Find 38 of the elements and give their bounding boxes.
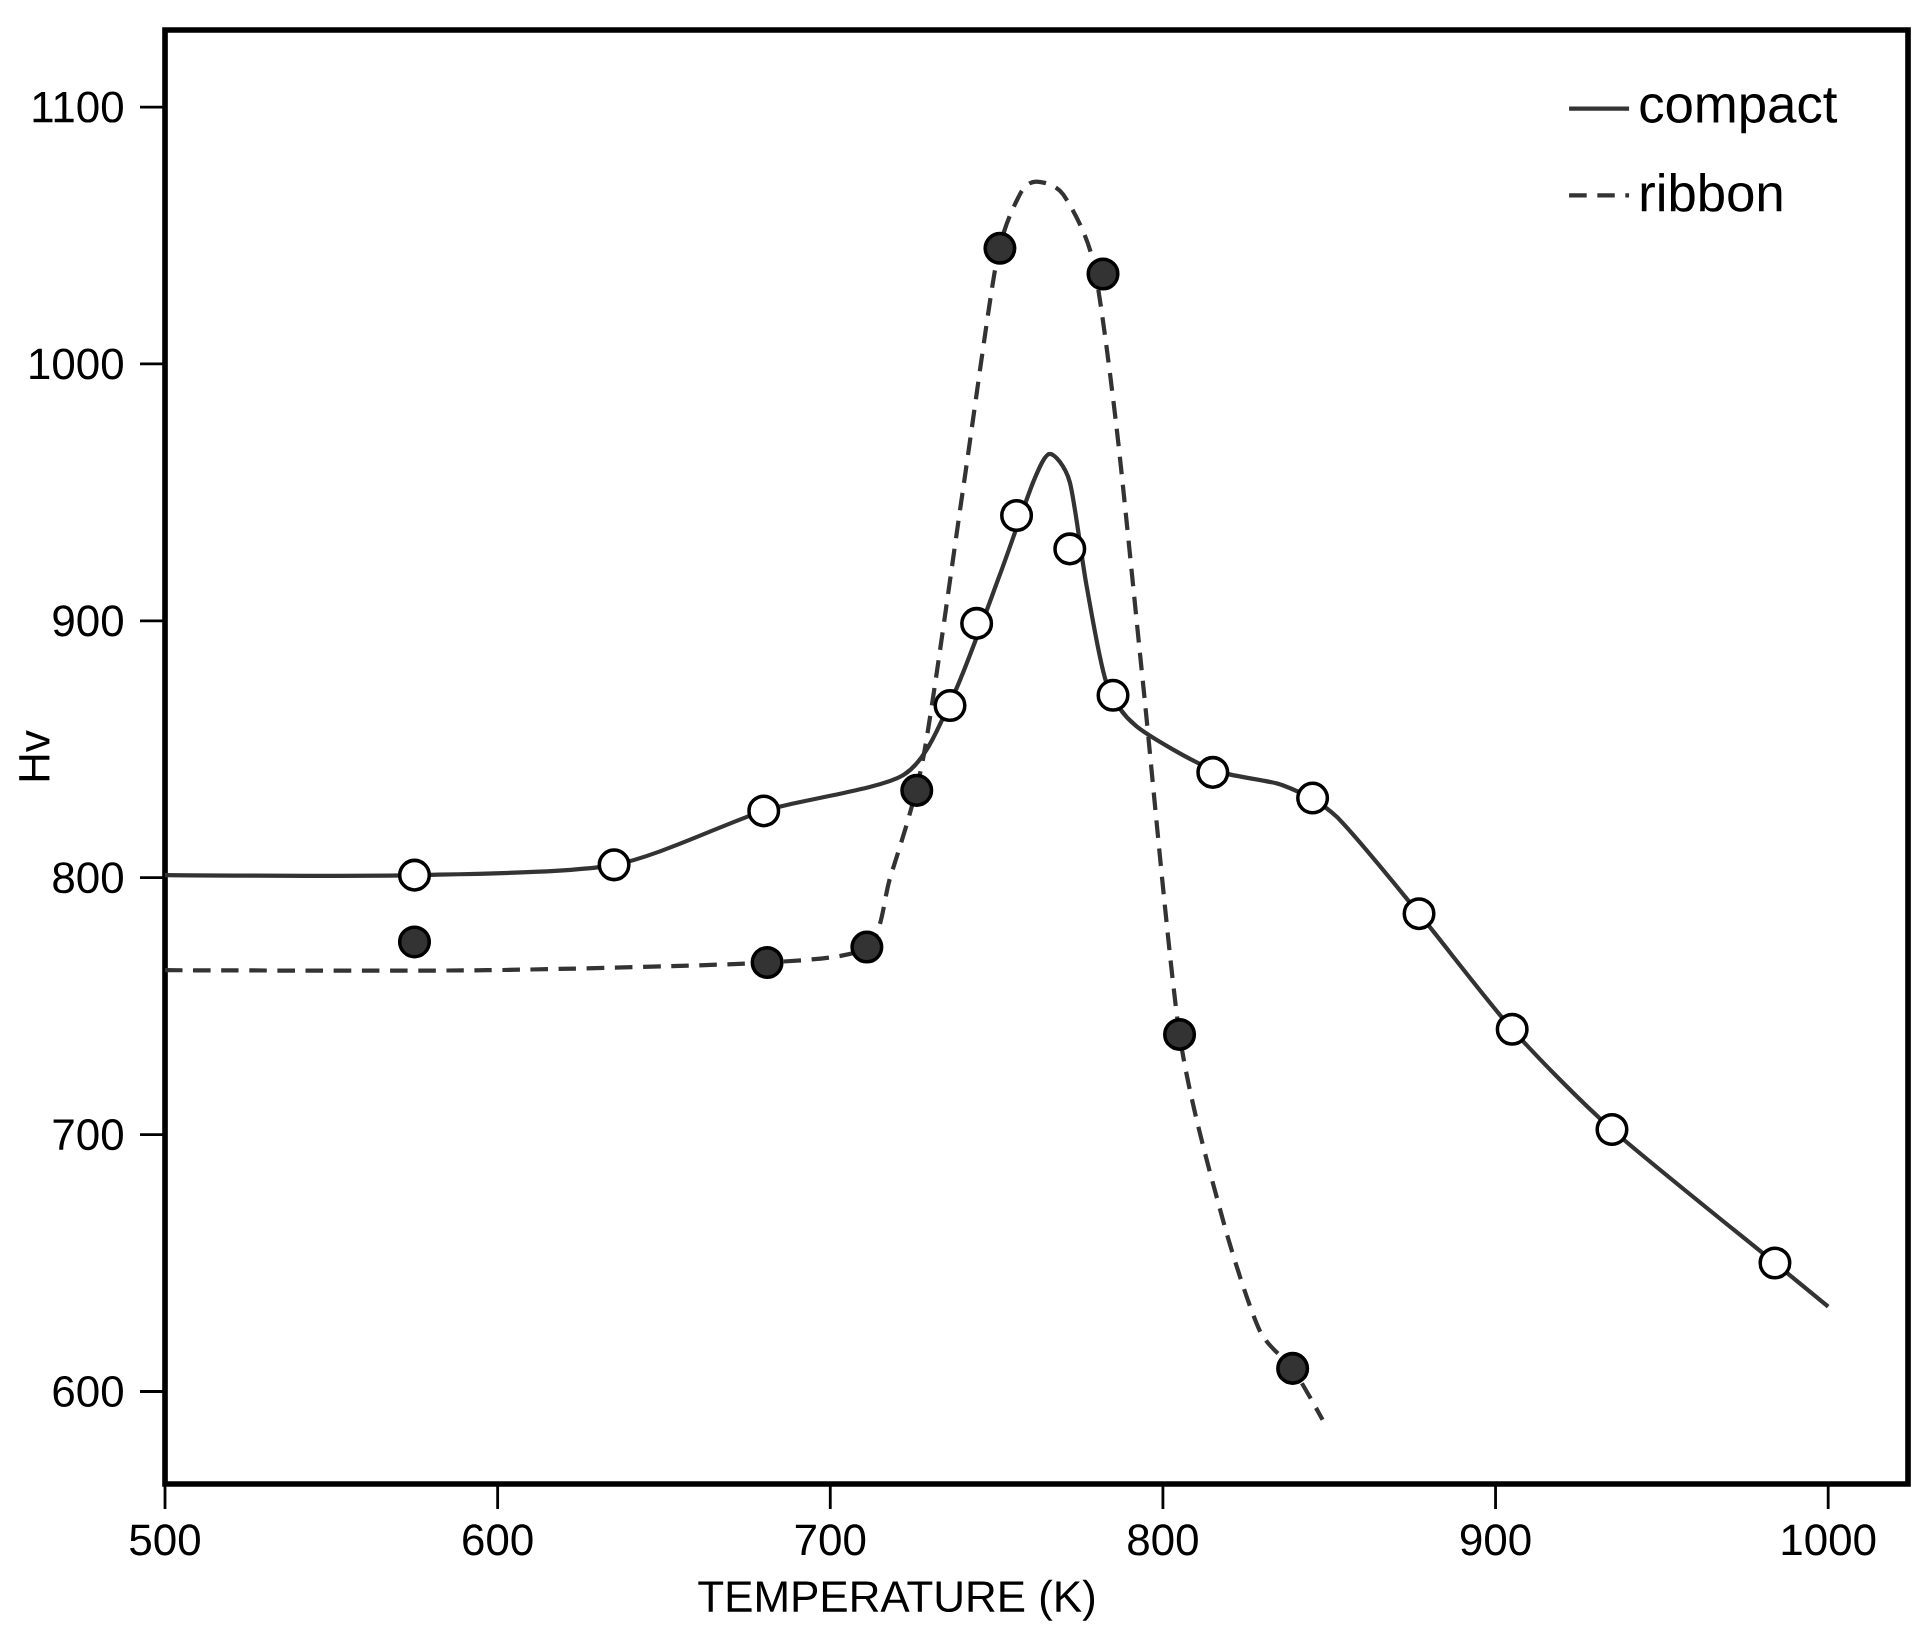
x-tick-label: 500 (130, 1524, 200, 1556)
point (1096, 678, 1130, 712)
point (850, 930, 884, 964)
y-tick-label: 800 (53, 862, 123, 894)
point (1595, 1112, 1629, 1146)
point (983, 231, 1017, 265)
x-tick-label: 1000 (1782, 1524, 1876, 1556)
point (1296, 781, 1330, 815)
x-axis-title: TEMPERATURE (K) (698, 1579, 1095, 1621)
point (1086, 257, 1120, 291)
x-tick-label: 600 (463, 1524, 533, 1556)
y-tick-label: 900 (53, 605, 123, 637)
legend-label: compact (1640, 88, 1838, 134)
point (597, 848, 631, 882)
point (1053, 532, 1087, 566)
y-tick-label: 1100 (33, 91, 123, 123)
x-tick-label: 800 (1128, 1524, 1198, 1556)
y-axis-title: Hv (19, 730, 50, 781)
point (1758, 1246, 1792, 1280)
y-tick-label: 700 (53, 1119, 123, 1151)
point (397, 858, 432, 892)
point (1196, 755, 1230, 789)
x-tick-label: 700 (795, 1524, 866, 1556)
point (900, 773, 934, 807)
y-tick-label: 600 (53, 1375, 123, 1408)
point (933, 689, 967, 723)
point (1402, 897, 1436, 931)
point (960, 606, 994, 640)
point (1495, 1012, 1529, 1046)
point (397, 925, 432, 959)
point (750, 945, 784, 980)
legend-label: ribbon (1641, 173, 1782, 212)
point (1276, 1351, 1310, 1385)
y-tick-label: 1000 (30, 348, 123, 380)
x-tick-label: 900 (1460, 1524, 1531, 1556)
point (1163, 1017, 1197, 1051)
point (747, 794, 781, 828)
point (1000, 498, 1034, 533)
